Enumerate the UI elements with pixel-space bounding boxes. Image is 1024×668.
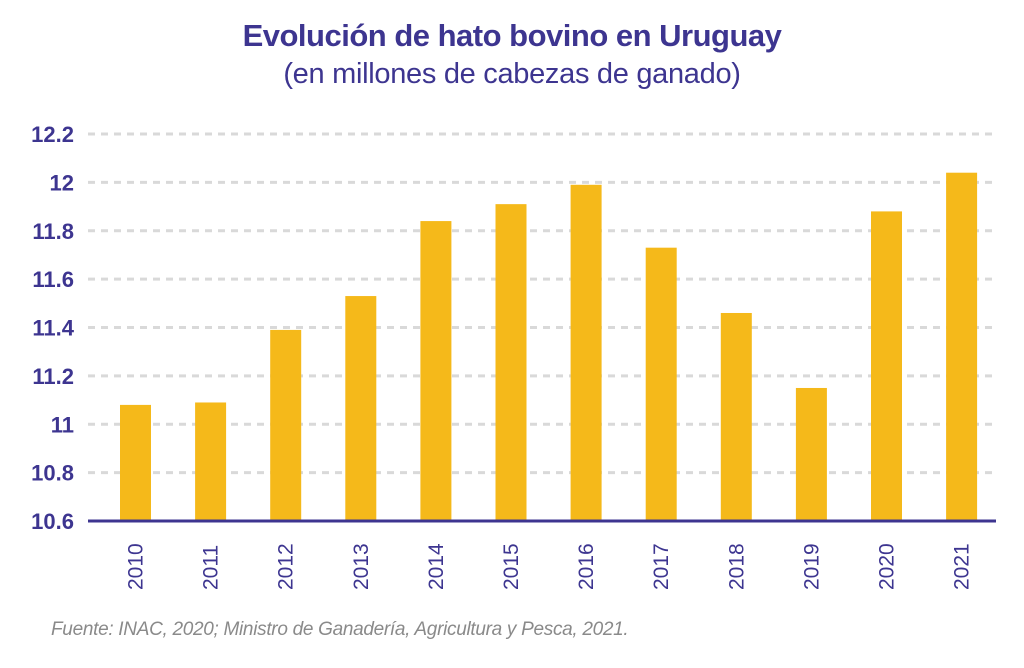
bars	[120, 172, 978, 522]
x-tick-label: 2012	[275, 543, 298, 590]
x-tick-label: 2019	[800, 543, 823, 590]
bar-2020	[871, 211, 902, 521]
bar-2016	[570, 184, 602, 521]
y-tick-label: 11.4	[32, 316, 74, 341]
source-note: Fuente: INAC, 2020; Ministro de Ganaderí…	[51, 619, 629, 640]
bar-2018	[720, 312, 752, 521]
bar-2014	[420, 221, 452, 521]
x-tick-label: 2020	[876, 543, 899, 590]
bar-2013	[345, 296, 377, 521]
x-tick-label: 2018	[725, 543, 748, 590]
x-tick-label: 2016	[575, 543, 598, 590]
bar-2019	[795, 387, 827, 521]
bar-2017	[645, 247, 677, 521]
bar-2010	[120, 404, 151, 521]
y-tick-label: 11.8	[32, 219, 74, 244]
y-tick-label: 12.2	[31, 122, 74, 147]
x-tick-label: 2017	[650, 543, 673, 590]
chart-title: Evolución de hato bovino en Uruguay	[242, 18, 782, 53]
bar-2015	[495, 204, 527, 522]
x-tick-label: 2013	[350, 543, 373, 590]
x-tick-label: 2021	[951, 543, 974, 590]
y-tick-label: 11.6	[32, 267, 74, 292]
bar-2011	[195, 402, 227, 521]
y-axis-ticks: 10.6 10.8 11 11.2 11.4 11.6 11.8 12 12.2	[31, 122, 75, 534]
bar-2012	[270, 329, 302, 521]
x-tick-label: 2014	[425, 543, 448, 590]
chart-subtitle: (en millones de cabezas de ganado)	[283, 58, 741, 90]
x-axis-ticks: 2010 2011 2012 2013 2014 2015 2016 2017 2018 2019…	[125, 543, 974, 590]
gridlines	[88, 132, 996, 475]
x-tick-label: 2010	[125, 543, 148, 590]
y-tick-label: 10.8	[31, 461, 74, 486]
x-tick-label: 2011	[200, 545, 223, 590]
y-tick-label: 12	[50, 170, 74, 195]
x-tick-label: 2015	[500, 543, 523, 590]
bar-2021	[946, 172, 978, 521]
y-tick-label: 11.2	[32, 364, 74, 389]
y-tick-label: 11	[51, 412, 74, 437]
y-tick-label: 10.6	[31, 509, 74, 534]
